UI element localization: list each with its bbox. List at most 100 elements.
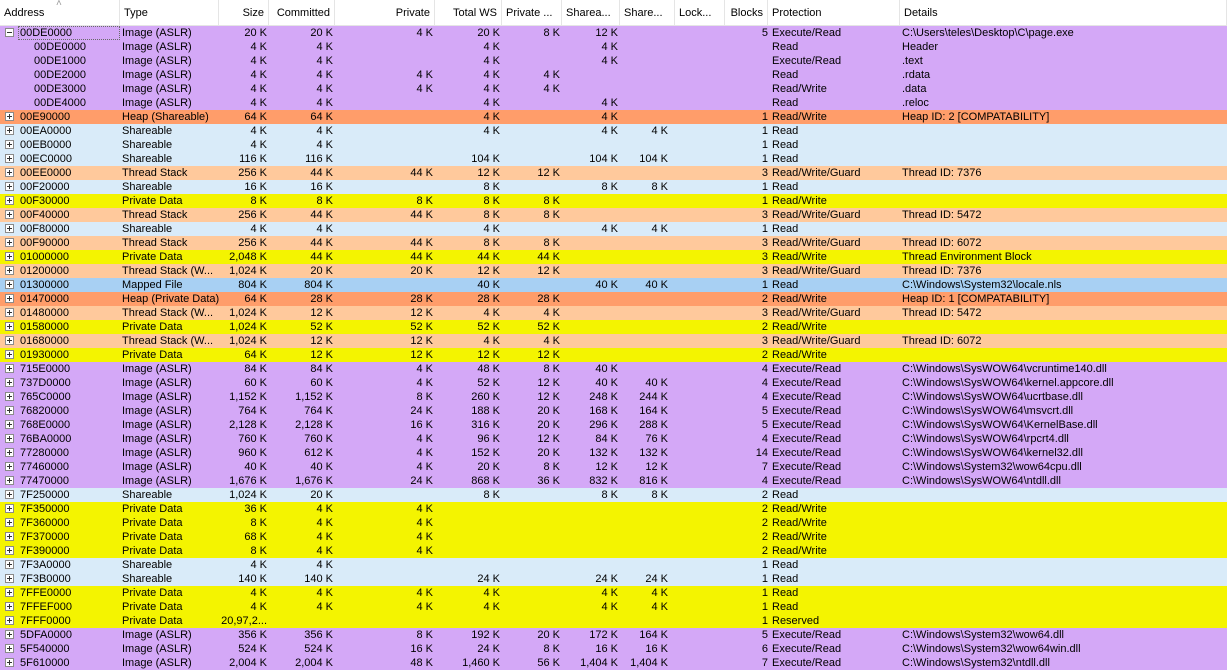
memory-region-row[interactable]: 77280000 Image (ASLR) 960 K 612 K 4 K 152 K 20… xyxy=(0,446,1227,460)
memory-region-row[interactable]: 5DFA0000 Image (ASLR) 356 K 356 K 8 K 192 K 20… xyxy=(0,628,1227,642)
memory-region-row[interactable]: 00EE0000 Thread Stack 256 K 44 K 44 K 12 K 12 … xyxy=(0,166,1227,180)
expand-icon[interactable] xyxy=(5,350,14,359)
memory-subregion-row[interactable]: 00DE3000 Image (ASLR) 4 K 4 K 4 K 4 K 4 K Read/… xyxy=(0,82,1227,96)
memory-region-row[interactable]: 00DE0000 Image (ASLR) 20 K 20 K 4 K 20 K 8 K 12… xyxy=(0,26,1227,40)
expand-icon[interactable] xyxy=(5,378,14,387)
column-header-privatews[interactable]: Private ... xyxy=(502,0,562,25)
expand-icon[interactable] xyxy=(5,294,14,303)
memory-region-row[interactable]: 7FFF0000 Private Data 20,97,2... 1 Reserved xyxy=(0,614,1227,628)
memory-region-row[interactable]: 00F90000 Thread Stack 256 K 44 K 44 K 8 K 8 K 3… xyxy=(0,236,1227,250)
memory-region-row[interactable]: 7F350000 Private Data 36 K 4 K 4 K 2 Read/Writ… xyxy=(0,502,1227,516)
expand-icon[interactable] xyxy=(5,336,14,345)
memory-region-row[interactable]: 7F3A0000 Shareable 4 K 4 K 1 Read xyxy=(0,558,1227,572)
column-header-shareable[interactable]: Sharea... xyxy=(562,0,620,25)
column-header-address[interactable]: Address ˄ xyxy=(0,0,120,25)
memory-region-row[interactable]: 7F390000 Private Data 8 K 4 K 4 K 2 Read/Write xyxy=(0,544,1227,558)
memory-region-row[interactable]: 00EB0000 Shareable 4 K 4 K 1 Read xyxy=(0,138,1227,152)
memory-region-row[interactable]: 737D0000 Image (ASLR) 60 K 60 K 4 K 52 K 12 K 4… xyxy=(0,376,1227,390)
expand-icon[interactable] xyxy=(5,630,14,639)
column-header-private[interactable]: Private xyxy=(335,0,435,25)
expand-icon[interactable] xyxy=(5,574,14,583)
column-header-protection[interactable]: Protection xyxy=(768,0,900,25)
memory-region-row[interactable]: 7F360000 Private Data 8 K 4 K 4 K 2 Read/Write xyxy=(0,516,1227,530)
memory-region-row[interactable]: 00EC0000 Shareable 116 K 116 K 104 K 104 K 104… xyxy=(0,152,1227,166)
memory-subregion-row[interactable]: 00DE1000 Image (ASLR) 4 K 4 K 4 K 4 K Execute/… xyxy=(0,54,1227,68)
expand-icon[interactable] xyxy=(5,126,14,135)
column-header-totalws[interactable]: Total WS xyxy=(435,0,502,25)
expand-icon[interactable] xyxy=(5,210,14,219)
column-header-blocks[interactable]: Blocks xyxy=(725,0,768,25)
memory-region-row[interactable]: 00F20000 Shareable 16 K 16 K 8 K 8 K 8 K 1 Read xyxy=(0,180,1227,194)
column-header-details[interactable]: Details xyxy=(900,0,1227,25)
memory-region-row[interactable]: 5F610000 Image (ASLR) 2,004 K 2,004 K 48 K 1,… xyxy=(0,656,1227,670)
memory-region-row[interactable]: 765C0000 Image (ASLR) 1,152 K 1,152 K 8 K 260… xyxy=(0,390,1227,404)
expand-icon[interactable] xyxy=(5,560,14,569)
expand-icon[interactable] xyxy=(5,308,14,317)
memory-region-row[interactable]: 01200000 Thread Stack (W... 1,024 K 20 K 20 … xyxy=(0,264,1227,278)
memory-subregion-row[interactable]: 00DE0000 Image (ASLR) 4 K 4 K 4 K 4 K Read Head… xyxy=(0,40,1227,54)
memory-region-row[interactable]: 7F370000 Private Data 68 K 4 K 4 K 2 Read/Writ… xyxy=(0,530,1227,544)
memory-region-row[interactable]: 768E0000 Image (ASLR) 2,128 K 2,128 K 16 K 31… xyxy=(0,418,1227,432)
expand-icon[interactable] xyxy=(5,364,14,373)
expand-icon[interactable] xyxy=(5,392,14,401)
expand-icon[interactable] xyxy=(5,322,14,331)
memory-region-row[interactable]: 00F30000 Private Data 8 K 8 K 8 K 8 K 8 K 1 Read… xyxy=(0,194,1227,208)
memory-region-row[interactable]: 01000000 Private Data 2,048 K 44 K 44 K 44 K 4… xyxy=(0,250,1227,264)
expand-icon[interactable] xyxy=(5,112,14,121)
expand-icon[interactable] xyxy=(5,266,14,275)
memory-region-row[interactable]: 715E0000 Image (ASLR) 84 K 84 K 4 K 48 K 8 K 40… xyxy=(0,362,1227,376)
memory-region-row[interactable]: 77460000 Image (ASLR) 40 K 40 K 4 K 20 K 8 K 12… xyxy=(0,460,1227,474)
expand-icon[interactable] xyxy=(5,196,14,205)
expand-icon[interactable] xyxy=(5,658,14,667)
expand-icon[interactable] xyxy=(5,588,14,597)
column-header-committed[interactable]: Committed xyxy=(269,0,335,25)
column-header-locked[interactable]: Lock... xyxy=(675,0,725,25)
memory-region-row[interactable]: 76820000 Image (ASLR) 764 K 764 K 24 K 188 K 2… xyxy=(0,404,1227,418)
memory-region-row[interactable]: 5F540000 Image (ASLR) 524 K 524 K 16 K 24 K 8 … xyxy=(0,642,1227,656)
expand-icon[interactable] xyxy=(5,476,14,485)
memory-region-row[interactable]: 01580000 Private Data 1,024 K 52 K 52 K 52 K 5… xyxy=(0,320,1227,334)
expand-icon[interactable] xyxy=(5,252,14,261)
expand-icon[interactable] xyxy=(5,616,14,625)
memory-region-row[interactable]: 01300000 Mapped File 804 K 804 K 40 K 40 K 40 … xyxy=(0,278,1227,292)
memory-subregion-row[interactable]: 00DE4000 Image (ASLR) 4 K 4 K 4 K 4 K Read .rel… xyxy=(0,96,1227,110)
memory-region-row[interactable]: 00F80000 Shareable 4 K 4 K 4 K 4 K 4 K 1 Read xyxy=(0,222,1227,236)
memory-region-row[interactable]: 00EA0000 Shareable 4 K 4 K 4 K 4 K 4 K 1 Read xyxy=(0,124,1227,138)
expand-icon[interactable] xyxy=(5,602,14,611)
expand-icon[interactable] xyxy=(5,420,14,429)
memory-region-row[interactable]: 00F40000 Thread Stack 256 K 44 K 44 K 8 K 8 K 3… xyxy=(0,208,1227,222)
expand-icon[interactable] xyxy=(5,434,14,443)
expand-icon[interactable] xyxy=(5,504,14,513)
memory-region-row[interactable]: 7F3B0000 Shareable 140 K 140 K 24 K 24 K 24 K 1… xyxy=(0,572,1227,586)
expand-icon[interactable] xyxy=(5,168,14,177)
expand-icon[interactable] xyxy=(5,546,14,555)
memory-region-row[interactable]: 01680000 Thread Stack (W... 1,024 K 12 K 12 … xyxy=(0,334,1227,348)
memory-region-row[interactable]: 01930000 Private Data 64 K 12 K 12 K 12 K 12 K… xyxy=(0,348,1227,362)
memory-region-row[interactable]: 77470000 Image (ASLR) 1,676 K 1,676 K 24 K 86… xyxy=(0,474,1227,488)
expand-icon[interactable] xyxy=(5,448,14,457)
memory-region-row[interactable]: 01470000 Heap (Private Data) 64 K 28 K 28 K 2… xyxy=(0,292,1227,306)
expand-icon[interactable] xyxy=(5,224,14,233)
memory-region-row[interactable]: 7F250000 Shareable 1,024 K 20 K 8 K 8 K 8 K 2 Re… xyxy=(0,488,1227,502)
expand-icon[interactable] xyxy=(5,462,14,471)
expand-icon[interactable] xyxy=(5,518,14,527)
expand-icon[interactable] xyxy=(5,238,14,247)
expand-icon[interactable] xyxy=(5,182,14,191)
collapse-icon[interactable] xyxy=(5,28,14,37)
expand-icon[interactable] xyxy=(5,280,14,289)
memory-subregion-row[interactable]: 00DE2000 Image (ASLR) 4 K 4 K 4 K 4 K 4 K Read.… xyxy=(0,68,1227,82)
expand-icon[interactable] xyxy=(5,644,14,653)
expand-icon[interactable] xyxy=(5,140,14,149)
expand-icon[interactable] xyxy=(5,154,14,163)
expand-icon[interactable] xyxy=(5,406,14,415)
column-header-shared[interactable]: Share... xyxy=(620,0,675,25)
expand-icon[interactable] xyxy=(5,532,14,541)
column-header-type[interactable]: Type xyxy=(120,0,219,25)
expand-icon[interactable] xyxy=(5,490,14,499)
memory-region-row[interactable]: 76BA0000 Image (ASLR) 760 K 760 K 4 K 96 K 12 … xyxy=(0,432,1227,446)
memory-region-row[interactable]: 01480000 Thread Stack (W... 1,024 K 12 K 12 … xyxy=(0,306,1227,320)
column-header-size[interactable]: Size xyxy=(219,0,269,25)
